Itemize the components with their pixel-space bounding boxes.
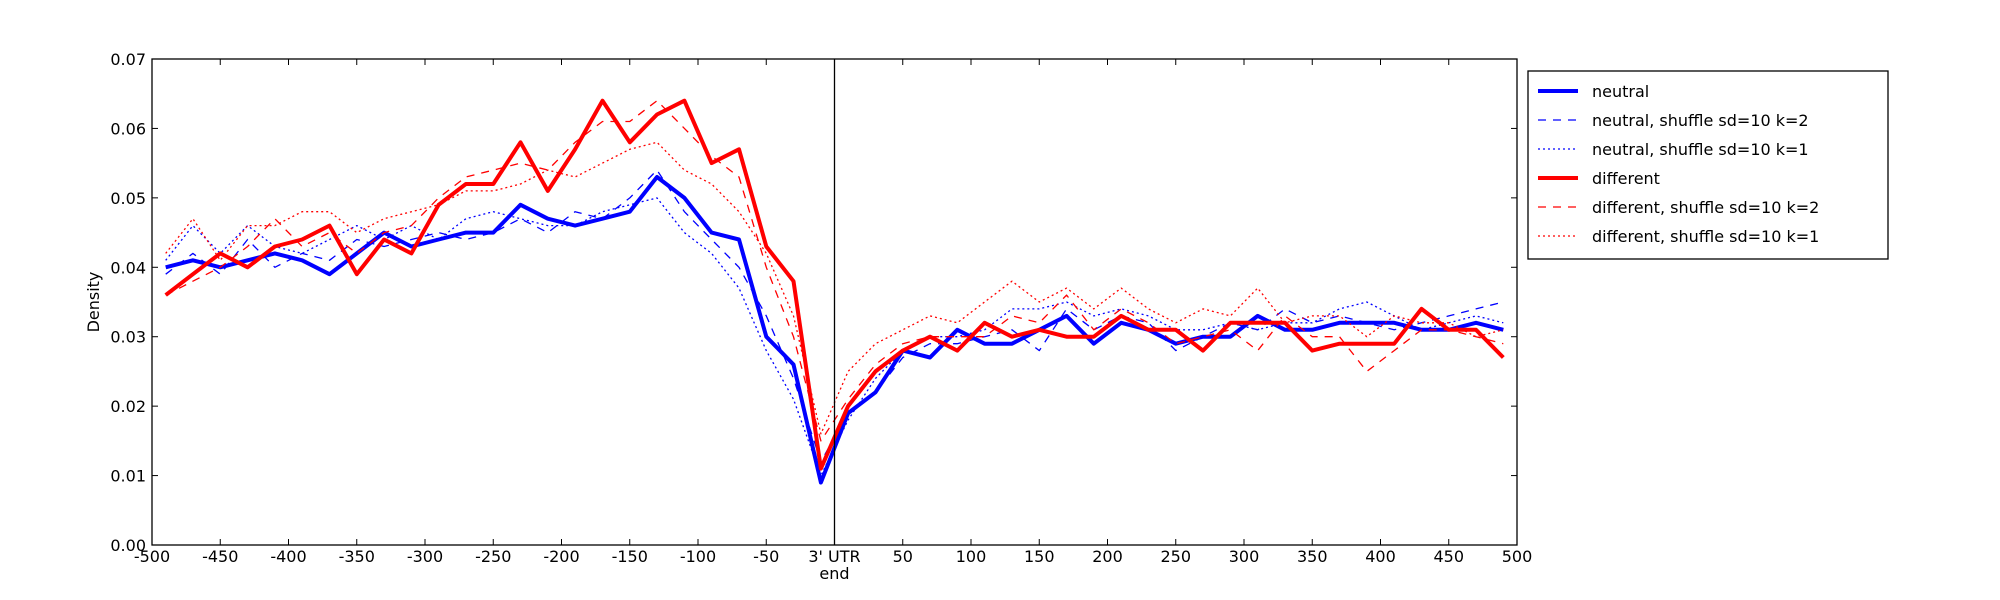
legend-label: different, shuffle sd=10 k=1 (1592, 227, 1819, 246)
x-tick-label: -450 (202, 547, 239, 566)
y-tick-label: 0.01 (110, 467, 146, 486)
x-tick-label: 500 (1501, 547, 1533, 566)
y-tick-label: 0.04 (110, 258, 146, 277)
x-tick-label: -300 (406, 547, 444, 566)
legend-label: neutral (1592, 82, 1649, 101)
y-tick-label: 0.07 (110, 50, 146, 69)
y-tick-label: 0.02 (110, 397, 146, 416)
x-tick-label: 250 (1160, 547, 1192, 566)
y-axis-label: Density (84, 272, 103, 333)
x-tick-label: 200 (1092, 547, 1123, 566)
x-tick-label: 3' UTR end (808, 547, 861, 583)
x-tick-label: -100 (679, 547, 717, 566)
x-tick-label: 300 (1228, 547, 1260, 566)
legend-label: neutral, shuffle sd=10 k=1 (1592, 140, 1809, 159)
x-tick-label: 350 (1296, 547, 1328, 566)
x-tick-label: 450 (1433, 547, 1465, 566)
x-tick-label: -200 (543, 547, 580, 566)
legend-label: different, shuffle sd=10 k=2 (1592, 198, 1819, 217)
x-tick-label: -50 (753, 547, 780, 566)
y-tick-label: 0.00 (110, 536, 146, 555)
x-tick-label: -500 (133, 547, 171, 566)
x-tick-label: -400 (270, 547, 307, 566)
y-tick-label: 0.05 (110, 189, 146, 208)
x-tick-label: -150 (611, 547, 648, 566)
legend-box (1527, 70, 1889, 260)
series-line (165, 197, 1504, 477)
legend-label: different (1592, 169, 1660, 188)
x-tick-label: 100 (955, 547, 987, 566)
x-tick-label: -350 (338, 547, 375, 566)
y-tick-label: 0.06 (110, 119, 146, 138)
y-tick-label: 0.03 (110, 328, 146, 347)
plot-frame (151, 58, 1518, 546)
x-tick-label: -250 (475, 547, 512, 566)
x-tick-label: 150 (1023, 547, 1055, 566)
x-tick-label: 400 (1365, 547, 1396, 566)
legend-label: neutral, shuffle sd=10 k=2 (1592, 111, 1809, 130)
x-tick-label: 50 (892, 547, 913, 566)
